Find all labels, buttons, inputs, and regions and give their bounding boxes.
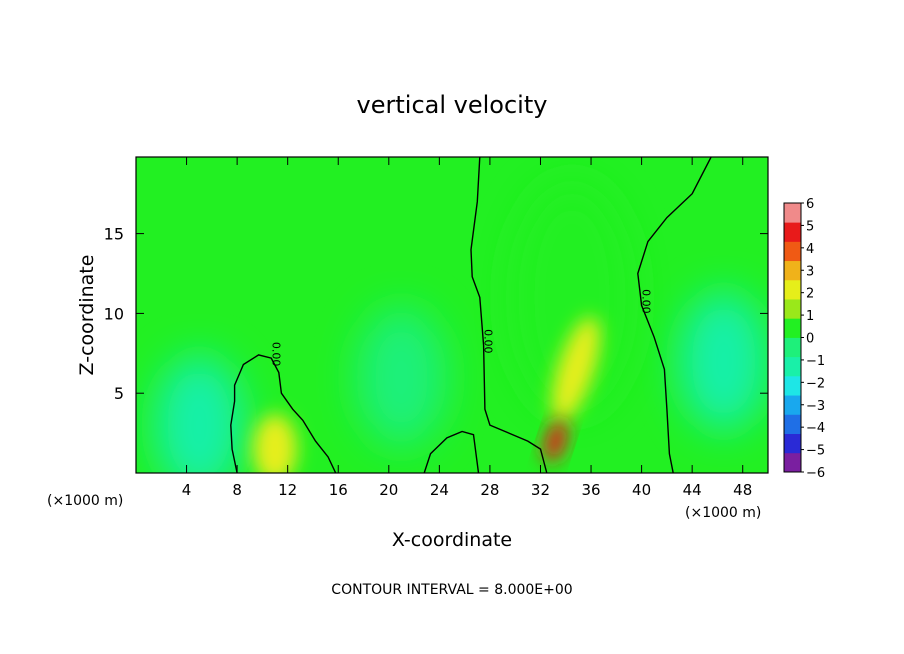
colorbar-tick-label: 5	[806, 219, 814, 234]
x-unit-left: (×1000 m)	[47, 493, 123, 509]
x-tick-label: 8	[232, 481, 242, 499]
contour-line-0	[470, 157, 548, 473]
y-tick-label: 5	[114, 384, 124, 403]
colorbar-swatch	[784, 318, 801, 338]
colorbar-tick-label: 6	[806, 197, 814, 212]
colorbar-swatch	[784, 260, 801, 281]
y-axis: 5 10 15	[104, 225, 768, 403]
contour-label-1: 0.00	[640, 289, 653, 314]
contour-line-3	[423, 430, 480, 473]
colorbar: 6 5 4 3 2 1 0 −1 −2 −3 −4 −5 −6	[783, 197, 825, 481]
field-feature-updraft-broad	[512, 182, 633, 413]
field-feature-downdraft	[154, 355, 245, 473]
colorbar-tick-label: −1	[806, 354, 825, 369]
field-feature-updraft-core	[551, 316, 600, 422]
x-tick-label: 24	[430, 481, 449, 499]
colorbar-tick-label: −4	[806, 421, 825, 436]
x-unit-right: (×1000 m)	[685, 505, 761, 521]
y-tick-label: 15	[104, 225, 124, 244]
colorbar-tick-label: −6	[806, 466, 825, 481]
contour-label-2: 0.00	[269, 342, 282, 367]
x-axis-label: X-coordinate	[392, 529, 512, 551]
y-tick-label: 10	[104, 304, 124, 323]
x-tick-label: 40	[632, 481, 651, 499]
colorbar-swatch	[784, 452, 801, 473]
contour-lines	[230, 157, 712, 473]
colorbar-tick-label: −3	[806, 399, 825, 414]
contour-line-2	[230, 354, 337, 473]
x-tick-label: 12	[278, 481, 297, 499]
colorbar-tick-label: 3	[806, 264, 814, 279]
chart-title: vertical velocity	[357, 91, 548, 119]
contour-line-1	[637, 157, 712, 473]
x-tick-label: 16	[329, 481, 348, 499]
colorbar-tick-label: −5	[806, 444, 825, 459]
velocity-field	[136, 157, 768, 473]
plot-frame	[135, 156, 769, 474]
colorbar-swatch	[784, 395, 801, 415]
x-tick-label: 44	[683, 481, 702, 499]
field-feature-updraft-max	[543, 419, 568, 463]
x-tick-label: 4	[182, 481, 192, 499]
field-feature-weak-updraft	[253, 414, 298, 473]
field-feature-downdraft	[356, 307, 447, 448]
colorbar-swatch	[784, 433, 801, 454]
colorbar-swatch	[784, 356, 801, 377]
x-axis: 4 8 12 16 20 24 28 32 36 40 44 48	[182, 157, 752, 499]
x-tick-label: 28	[480, 481, 499, 499]
colorbar-tick-label: −2	[806, 376, 825, 391]
x-tick-label: 32	[531, 481, 550, 499]
field-feature-downdraft	[678, 291, 768, 432]
colorbar-swatch	[784, 241, 801, 262]
colorbar-swatch	[784, 414, 801, 434]
colorbar-swatch	[784, 203, 801, 223]
colorbar-tick-label: 2	[806, 287, 814, 302]
colorbar-swatch	[784, 279, 801, 300]
y-axis-label: Z-coordinate	[76, 255, 98, 376]
colorbar-swatch	[784, 222, 801, 242]
contour-interval-note: CONTOUR INTERVAL = 8.000E+00	[331, 582, 572, 598]
x-tick-label: 20	[379, 481, 398, 499]
contour-labels: 0.00 0.00 0.00	[269, 289, 652, 366]
colorbar-swatch	[784, 337, 801, 358]
colorbar-tick-label: 0	[806, 332, 814, 347]
colorbar-tick-label: 1	[806, 309, 814, 324]
x-tick-label: 48	[733, 481, 752, 499]
contour-label-0: 0.00	[482, 329, 495, 354]
x-tick-label: 36	[581, 481, 600, 499]
colorbar-swatch	[784, 299, 801, 319]
colorbar-swatch	[784, 375, 801, 396]
colorbar-tick-label: 4	[806, 242, 814, 257]
